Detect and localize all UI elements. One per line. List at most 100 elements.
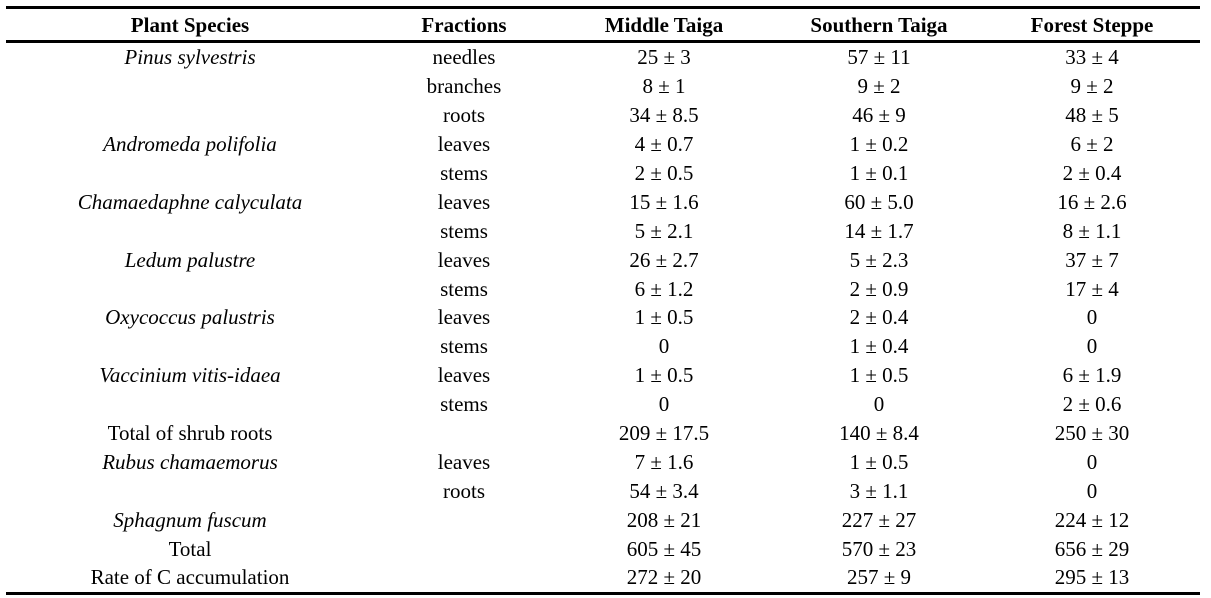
- species-cell: Pinus sylvestris: [124, 45, 256, 70]
- fraction-cell: leaves: [437, 189, 491, 214]
- southern-taiga-cell: 140 ± 8.4: [839, 421, 919, 446]
- southern-taiga-cell: 57 ± 11: [847, 45, 911, 70]
- southern-taiga-cell: 2 ± 0.4: [849, 305, 909, 330]
- forest-steppe-cell: 17 ± 4: [1065, 276, 1119, 301]
- table-row: Pinus sylvestris needles 25 ± 3 57 ± 11 33 ±…: [6, 42, 1200, 72]
- middle-taiga-cell: 0: [658, 392, 670, 417]
- southern-taiga-cell: 2 ± 0.9: [849, 276, 909, 301]
- fraction-cell: branches: [426, 74, 502, 99]
- table-row: Total of shrub roots 209 ± 17.5 140 ± 8.4 2…: [6, 419, 1200, 448]
- species-cell: [6, 72, 374, 101]
- fraction-cell: leaves: [437, 305, 491, 330]
- table-row: stems 2 ± 0.5 1 ± 0.1 2 ± 0.4: [6, 159, 1200, 188]
- southern-taiga-cell: 227 ± 27: [841, 507, 917, 532]
- forest-steppe-cell: 2 ± 0.4: [1062, 161, 1122, 185]
- fraction-cell: [374, 505, 554, 534]
- table-row: stems 5 ± 2.1 14 ± 1.7 8 ± 1.1: [6, 216, 1200, 245]
- middle-taiga-cell: 272 ± 20: [626, 565, 702, 590]
- southern-taiga-cell: 5 ± 2.3: [849, 247, 909, 272]
- forest-steppe-cell: 656 ± 29: [1054, 536, 1130, 561]
- fraction-cell: stems: [440, 392, 488, 417]
- forest-steppe-cell: 224 ± 12: [1054, 507, 1130, 532]
- southern-taiga-cell: 60 ± 5.0: [844, 189, 914, 214]
- table-row: Total 605 ± 45 570 ± 23 656 ± 29: [6, 534, 1200, 563]
- southern-taiga-cell: 1 ± 0.1: [849, 161, 909, 185]
- table-row: Chamaedaphne calyculata leaves 15 ± 1.6 60 …: [6, 187, 1200, 216]
- fraction-cell: leaves: [437, 132, 491, 157]
- southern-taiga-cell: 1 ± 0.5: [849, 449, 909, 474]
- fraction-cell: stems: [440, 276, 488, 301]
- data-table-container: Plant Species Fractions Middle Taiga Sou…: [6, 6, 1200, 595]
- table-row: stems 0 1 ± 0.4 0: [6, 332, 1200, 361]
- species-cell: Chamaedaphne calyculata: [77, 189, 303, 214]
- forest-steppe-cell: 0: [1086, 478, 1098, 503]
- forest-steppe-cell: 0: [1086, 334, 1098, 359]
- middle-taiga-cell: 0: [658, 334, 670, 359]
- species-cell: Rate of C accumulation: [90, 565, 290, 590]
- table-body: Pinus sylvestris needles 25 ± 3 57 ± 11 33 ±…: [6, 42, 1200, 594]
- table-header: Plant Species Fractions Middle Taiga Sou…: [6, 7, 1200, 42]
- middle-taiga-cell: 1 ± 0.5: [634, 363, 694, 388]
- header-southern-taiga: Southern Taiga: [810, 12, 948, 37]
- forest-steppe-cell: 48 ± 5: [1065, 103, 1119, 128]
- species-cell: Andromeda polifolia: [103, 132, 277, 157]
- table-row: Rate of C accumulation 272 ± 20 257 ± 9 295…: [6, 563, 1200, 594]
- table-row: Rubus chamaemorus leaves 7 ± 1.6 1 ± 0.5 0: [6, 447, 1200, 476]
- middle-taiga-cell: 208 ± 21: [626, 507, 702, 532]
- middle-taiga-cell: 209 ± 17.5: [618, 421, 710, 446]
- species-cell: Total: [168, 536, 212, 561]
- species-cell: Sphagnum fuscum: [113, 507, 267, 532]
- table-row: Vaccinium vitis-idaea leaves 1 ± 0.5 1 ± 0.…: [6, 361, 1200, 390]
- fraction-cell: leaves: [437, 449, 491, 474]
- middle-taiga-cell: 54 ± 3.4: [629, 478, 699, 503]
- forest-steppe-cell: 295 ± 13: [1054, 565, 1130, 590]
- southern-taiga-cell: 0: [873, 392, 885, 417]
- southern-taiga-cell: 3 ± 1.1: [849, 478, 909, 503]
- middle-taiga-cell: 1 ± 0.5: [634, 305, 694, 330]
- species-cell: Rubus chamaemorus: [102, 449, 278, 474]
- table-row: Ledum palustre leaves 26 ± 2.7 5 ± 2.3 37 ± …: [6, 245, 1200, 274]
- species-cell: Oxycoccus palustris: [105, 305, 275, 330]
- middle-taiga-cell: 6 ± 1.2: [634, 276, 694, 301]
- fraction-cell: leaves: [437, 363, 491, 388]
- species-cell: [6, 274, 374, 303]
- southern-taiga-cell: 1 ± 0.5: [849, 363, 909, 388]
- table-row: Sphagnum fuscum 208 ± 21 227 ± 27 224 ± 12: [6, 505, 1200, 534]
- fraction-cell: [374, 534, 554, 563]
- southern-taiga-cell: 257 ± 9: [846, 565, 912, 590]
- middle-taiga-cell: 8 ± 1: [642, 74, 686, 99]
- forest-steppe-cell: 0: [1086, 305, 1098, 330]
- species-cell: Vaccinium vitis-idaea: [99, 363, 281, 388]
- plant-carbon-table: Plant Species Fractions Middle Taiga Sou…: [6, 6, 1200, 595]
- species-cell: [6, 216, 374, 245]
- fraction-cell: leaves: [437, 247, 491, 272]
- middle-taiga-cell: 605 ± 45: [626, 536, 702, 561]
- middle-taiga-cell: 2 ± 0.5: [634, 161, 694, 185]
- header-forest-steppe: Forest Steppe: [1030, 12, 1154, 37]
- southern-taiga-cell: 9 ± 2: [857, 74, 901, 99]
- table-row: branches 8 ± 1 9 ± 2 9 ± 2: [6, 72, 1200, 101]
- fraction-cell: stems: [440, 334, 488, 359]
- forest-steppe-cell: 9 ± 2: [1070, 74, 1114, 99]
- header-row: Plant Species Fractions Middle Taiga Sou…: [6, 7, 1200, 42]
- fraction-cell: stems: [440, 161, 488, 185]
- species-cell: Total of shrub roots: [107, 421, 273, 446]
- middle-taiga-cell: 25 ± 3: [637, 45, 691, 70]
- forest-steppe-cell: 250 ± 30: [1054, 421, 1130, 446]
- middle-taiga-cell: 5 ± 2.1: [634, 218, 694, 243]
- fraction-cell: roots: [443, 478, 485, 503]
- forest-steppe-cell: 2 ± 0.6: [1062, 392, 1122, 417]
- southern-taiga-cell: 1 ± 0.4: [849, 334, 909, 359]
- forest-steppe-cell: 6 ± 1.9: [1062, 363, 1122, 388]
- middle-taiga-cell: 7 ± 1.6: [634, 449, 694, 474]
- fraction-cell: roots: [443, 103, 485, 128]
- middle-taiga-cell: 34 ± 8.5: [629, 103, 699, 128]
- table-row: stems 6 ± 1.2 2 ± 0.9 17 ± 4: [6, 274, 1200, 303]
- species-cell: [6, 476, 374, 505]
- fraction-cell: stems: [440, 218, 488, 243]
- middle-taiga-cell: 4 ± 0.7: [634, 132, 694, 157]
- forest-steppe-cell: 8 ± 1.1: [1062, 218, 1122, 243]
- middle-taiga-cell: 15 ± 1.6: [629, 189, 699, 214]
- species-cell: [6, 159, 374, 188]
- header-middle-taiga: Middle Taiga: [604, 12, 724, 37]
